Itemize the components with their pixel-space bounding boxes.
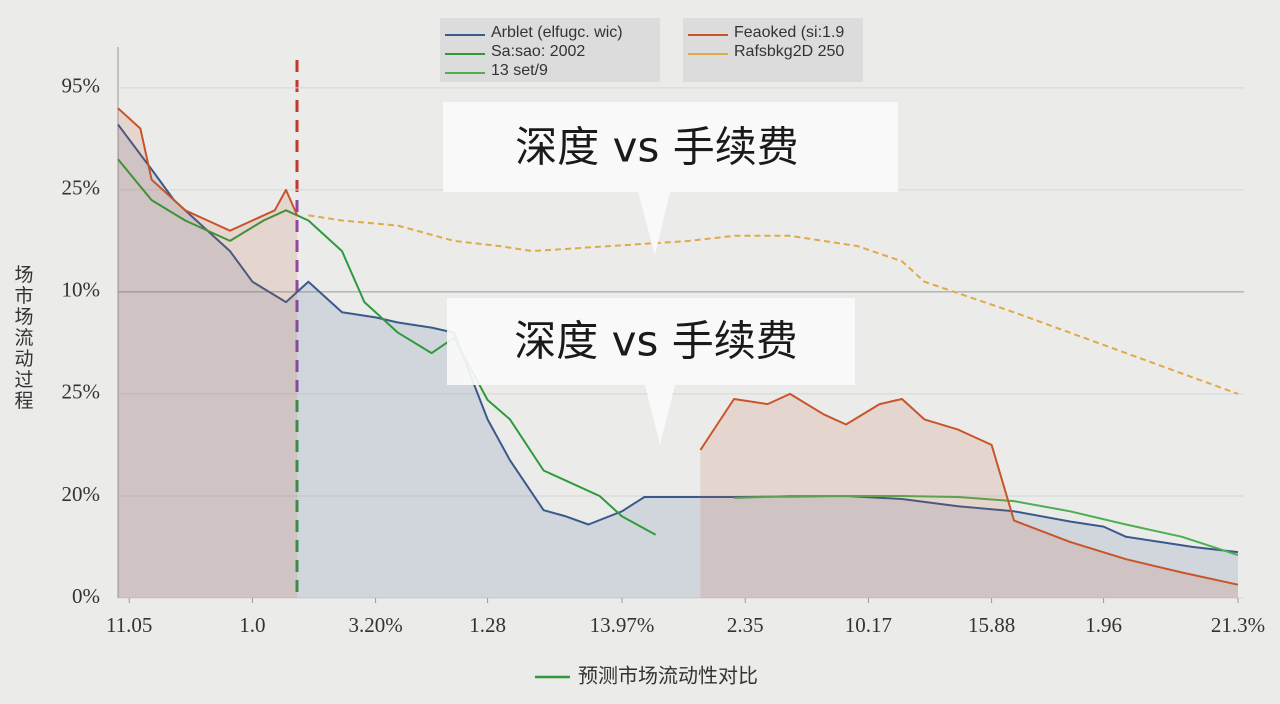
y-axis-label: 场市场流动过程 (12, 264, 34, 411)
x-tick-label: 1.96 (1085, 613, 1122, 637)
legend-label: Arblet (elfugc. wic) (491, 24, 623, 41)
callout: 深度 vs 手续费 (443, 102, 898, 255)
y-tick-label: 20% (62, 482, 101, 506)
x-tick-label: 11.05 (106, 613, 152, 637)
y-tick-label: 0% (72, 584, 100, 608)
y-tick-label: 25% (62, 176, 101, 200)
series-area (118, 124, 1238, 598)
series-area (118, 108, 1238, 598)
y-tick-label: 95% (62, 74, 101, 98)
legend-label: Rafsbkg2D 250 (734, 43, 844, 60)
x-tick-label: 21.3% (1211, 613, 1265, 637)
callout: 深度 vs 手续费 (447, 298, 855, 445)
series-line (308, 214, 1239, 395)
x-tick-label: 2.35 (727, 613, 764, 637)
legend (440, 18, 863, 82)
callout-text: 深度 vs 手续费 (515, 123, 798, 172)
x-tick-label: 15.88 (968, 613, 1015, 637)
x-tick-label: 10.17 (845, 613, 892, 637)
legend-label: 13 set/9 (491, 62, 548, 79)
x-tick-label: 3.20% (348, 613, 402, 637)
x-tick-label: 1.28 (469, 613, 506, 637)
x-tick-label: 13.97% (590, 613, 655, 637)
x-axis-label: 预测市场流动性对比 (578, 664, 758, 688)
series-line (117, 123, 1239, 554)
callout-box (447, 298, 855, 445)
x-tick-label: 1.0 (239, 613, 265, 637)
y-tick-label: 10% (62, 278, 101, 302)
legend-box (683, 18, 863, 82)
legend-label: Sa:sao: 2002 (491, 43, 585, 60)
y-tick-label: 25% (62, 380, 101, 404)
series-line (733, 495, 1239, 557)
legend-box (440, 18, 660, 82)
legend-label: Feaoked (si:1.9 (734, 24, 844, 41)
series-line (117, 107, 1239, 586)
series-line (117, 158, 657, 536)
callout-box (443, 102, 898, 255)
callout-text: 深度 vs 手续费 (514, 317, 797, 366)
